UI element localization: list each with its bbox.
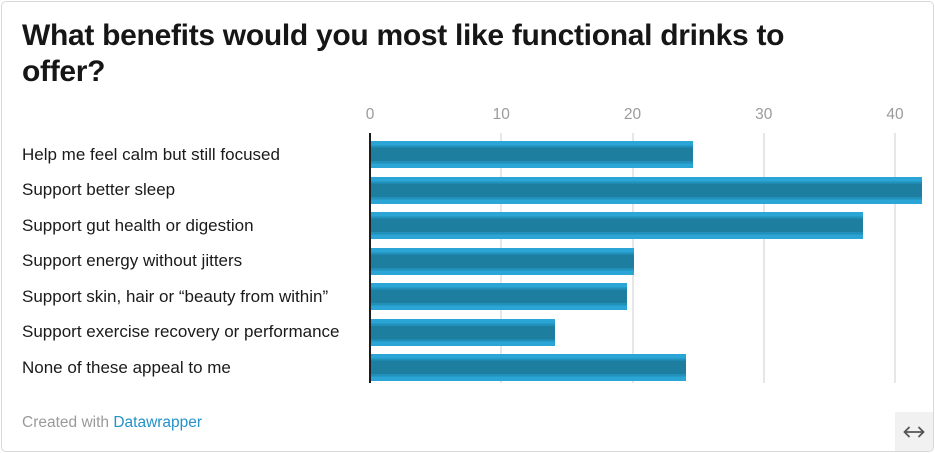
bar <box>371 354 686 381</box>
category-label: Support gut health or digestion <box>22 215 254 235</box>
bar <box>371 318 555 346</box>
axis-tick-label: 30 <box>755 106 773 123</box>
category-label: Support better sleep <box>22 180 176 199</box>
bar <box>371 176 923 204</box>
axis-tick-label: 40 <box>886 106 904 123</box>
axis-tick-label: 0 <box>365 106 375 123</box>
category-label: None of these appeal to me <box>22 357 231 377</box>
bar <box>371 212 864 239</box>
footer-attribution: Created with Datawrapper <box>22 414 202 432</box>
gridline <box>894 133 896 383</box>
gridline <box>762 133 765 383</box>
axis-baseline <box>369 133 371 383</box>
category-label: Support skin, hair or “beauty from withi… <box>22 286 329 306</box>
bar <box>371 283 627 310</box>
axis-tick-label: 10 <box>492 106 510 123</box>
datawrapper-link[interactable]: Datawrapper <box>113 414 203 431</box>
chart-title: What benefits would you most like functi… <box>22 19 785 88</box>
bar <box>371 247 634 275</box>
left-right-arrow-icon <box>902 425 926 439</box>
category-label: Help me feel calm but still focused <box>22 144 280 164</box>
category-label: Support exercise recovery or performance <box>22 322 340 341</box>
bar <box>371 141 693 168</box>
category-label: Support energy without jitters <box>22 251 243 270</box>
footer-created-with-text: Created with <box>22 414 114 431</box>
axis-tick-label: 20 <box>623 106 642 123</box>
resize-button[interactable] <box>895 412 933 451</box>
